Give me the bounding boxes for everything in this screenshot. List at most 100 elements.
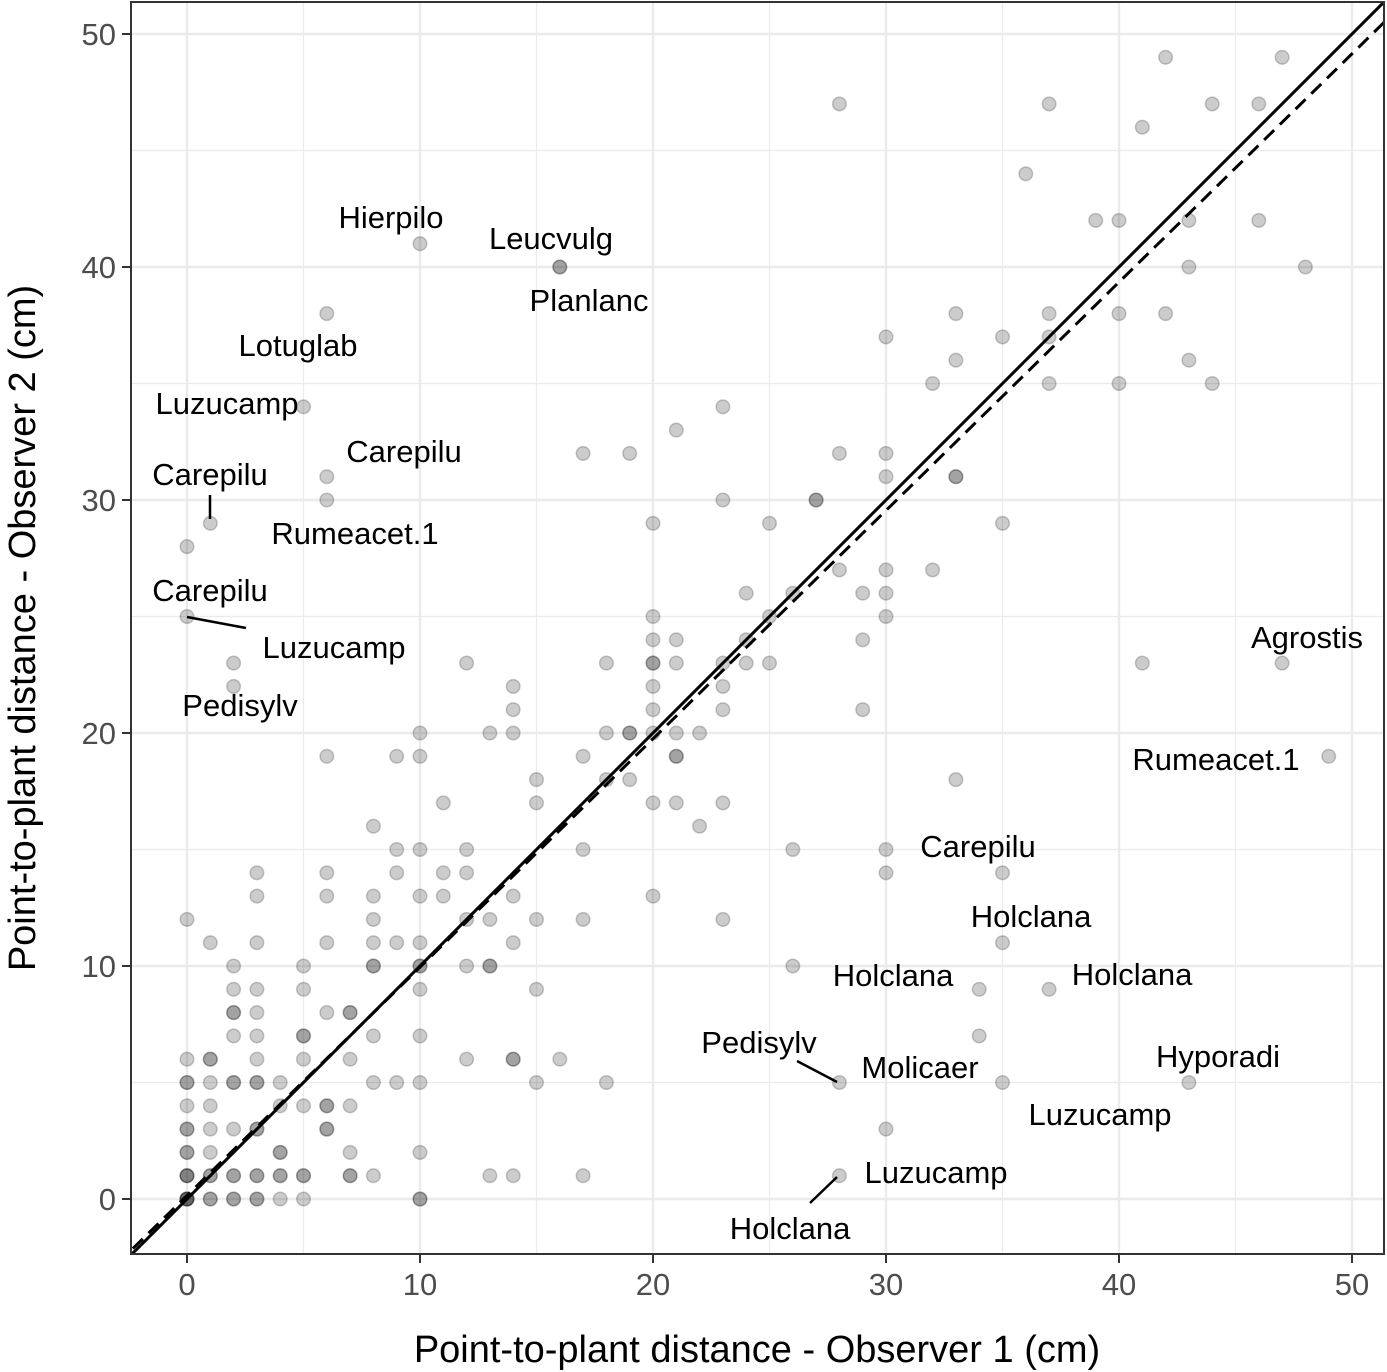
data-point: [202, 1191, 218, 1207]
data-point: [272, 1168, 288, 1184]
plot-border: [130, 1, 1385, 1255]
data-point: [552, 259, 568, 275]
point-label: Molicaer: [861, 1050, 978, 1085]
data-point: [598, 772, 614, 788]
data-point: [831, 96, 847, 112]
data-point: [202, 1191, 218, 1207]
data-point: [575, 1168, 591, 1184]
data-point: [295, 1051, 312, 1067]
leader-line: [809, 1176, 838, 1204]
data-point: [668, 725, 684, 741]
data-point: [319, 1121, 335, 1137]
data-point: [202, 935, 218, 951]
x-tick-label: 30: [869, 1267, 903, 1302]
data-point: [1181, 352, 1197, 368]
data-point: [179, 1074, 195, 1091]
data-point: [948, 469, 964, 485]
data-point: [412, 935, 428, 951]
data-point: [319, 888, 335, 904]
data-point: [226, 1005, 242, 1021]
y-tick-label: 0: [99, 1182, 116, 1217]
data-point: [295, 1028, 312, 1044]
data-point: [249, 981, 265, 997]
data-point: [645, 655, 661, 671]
data-point: [365, 1168, 381, 1184]
data-point: [412, 1191, 428, 1207]
data-point: [319, 748, 335, 764]
y-tick-label: 30: [82, 483, 116, 518]
data-point: [412, 981, 428, 997]
data-point: [645, 655, 661, 671]
data-point: [249, 1074, 265, 1091]
data-point: [761, 655, 778, 671]
data-point: [715, 795, 731, 811]
data-point: [738, 632, 754, 648]
data-point: [994, 935, 1011, 951]
data-point: [855, 702, 871, 718]
data-point: [412, 841, 428, 858]
data-point: [179, 608, 195, 625]
x-tick-label: 40: [1102, 1267, 1136, 1302]
point-label: Holclana: [833, 958, 954, 993]
data-point: [249, 1168, 265, 1184]
data-point: [412, 748, 428, 764]
data-point: [482, 1168, 498, 1184]
data-point: [179, 539, 195, 555]
data-point: [226, 958, 242, 974]
data-point: [179, 1074, 195, 1091]
data-point: [575, 748, 591, 764]
data-point: [948, 352, 964, 368]
point-label: Rumeacet.1: [1132, 742, 1299, 777]
data-point: [715, 399, 731, 415]
data-point: [342, 1005, 358, 1021]
data-point: [179, 1168, 195, 1184]
data-point: [528, 772, 545, 788]
data-point: [342, 1168, 358, 1184]
data-point: [692, 725, 708, 741]
data-point: [971, 981, 987, 997]
data-point: [1111, 306, 1127, 322]
data-point: [249, 1005, 265, 1021]
data-point: [1134, 119, 1150, 135]
data-point: [319, 1121, 335, 1137]
data-point: [226, 678, 242, 694]
data-point: [295, 1028, 312, 1044]
data-point: [505, 702, 521, 718]
data-point: [226, 1074, 242, 1091]
point-label: Agrostis: [1251, 620, 1363, 655]
data-point: [645, 515, 661, 531]
data-point: [645, 795, 661, 811]
data-point: [319, 306, 335, 322]
data-point: [342, 1168, 358, 1184]
data-point: [831, 562, 847, 578]
data-point: [365, 911, 381, 927]
data-point: [878, 841, 894, 858]
point-label: Pedisylv: [701, 1025, 817, 1060]
data-point: [622, 725, 638, 741]
point-label: Holclana: [971, 899, 1092, 934]
data-point: [365, 1074, 381, 1091]
data-point: [1041, 329, 1057, 345]
data-point: [715, 655, 731, 671]
data-point: [179, 1121, 195, 1137]
data-point: [785, 958, 801, 974]
point-label: Lotuglab: [239, 328, 358, 363]
data-point: [761, 515, 778, 531]
data-point: [668, 795, 684, 811]
data-point: [1321, 748, 1337, 764]
data-point: [179, 1098, 195, 1114]
data-point: [249, 888, 265, 904]
data-point: [389, 1074, 405, 1091]
x-tick-label: 50: [1335, 1267, 1369, 1302]
data-point: [1274, 655, 1290, 671]
data-point: [552, 1051, 568, 1067]
data-point: [715, 702, 731, 718]
data-point: [272, 1074, 288, 1091]
data-point: [1111, 375, 1127, 392]
data-point: [459, 865, 475, 881]
data-point: [715, 492, 731, 508]
data-point: [505, 935, 521, 951]
data-point: [598, 1074, 614, 1091]
data-point: [1297, 259, 1313, 275]
